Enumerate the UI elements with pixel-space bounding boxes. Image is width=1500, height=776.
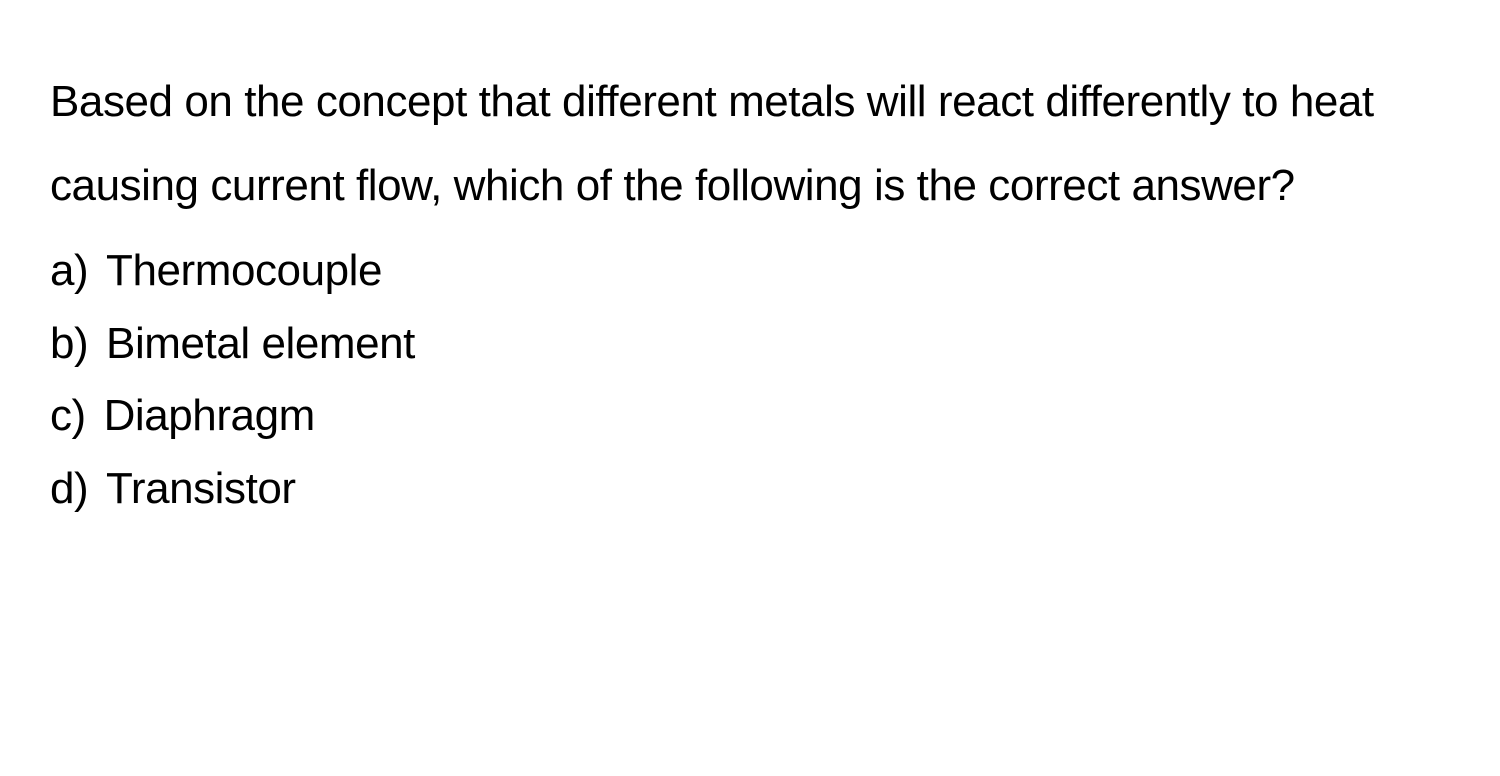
option-text-d: Transistor — [106, 464, 296, 513]
option-d: d) Transistor — [50, 453, 1450, 526]
option-text-a: Thermocouple — [106, 246, 382, 295]
option-a: a) Thermocouple — [50, 235, 1450, 308]
option-text-b: Bimetal element — [106, 319, 415, 368]
option-b: b) Bimetal element — [50, 308, 1450, 381]
option-c: c) Diaphragm — [50, 380, 1450, 453]
option-label-d: d) — [50, 464, 88, 513]
options-list: a) Thermocouple b) Bimetal element c) Di… — [50, 235, 1450, 525]
option-label-a: a) — [50, 246, 88, 295]
question-text: Based on the concept that different meta… — [50, 60, 1450, 227]
option-label-c: c) — [50, 391, 86, 440]
option-text-c: Diaphragm — [104, 391, 315, 440]
question-container: Based on the concept that different meta… — [50, 60, 1450, 526]
option-label-b: b) — [50, 319, 88, 368]
